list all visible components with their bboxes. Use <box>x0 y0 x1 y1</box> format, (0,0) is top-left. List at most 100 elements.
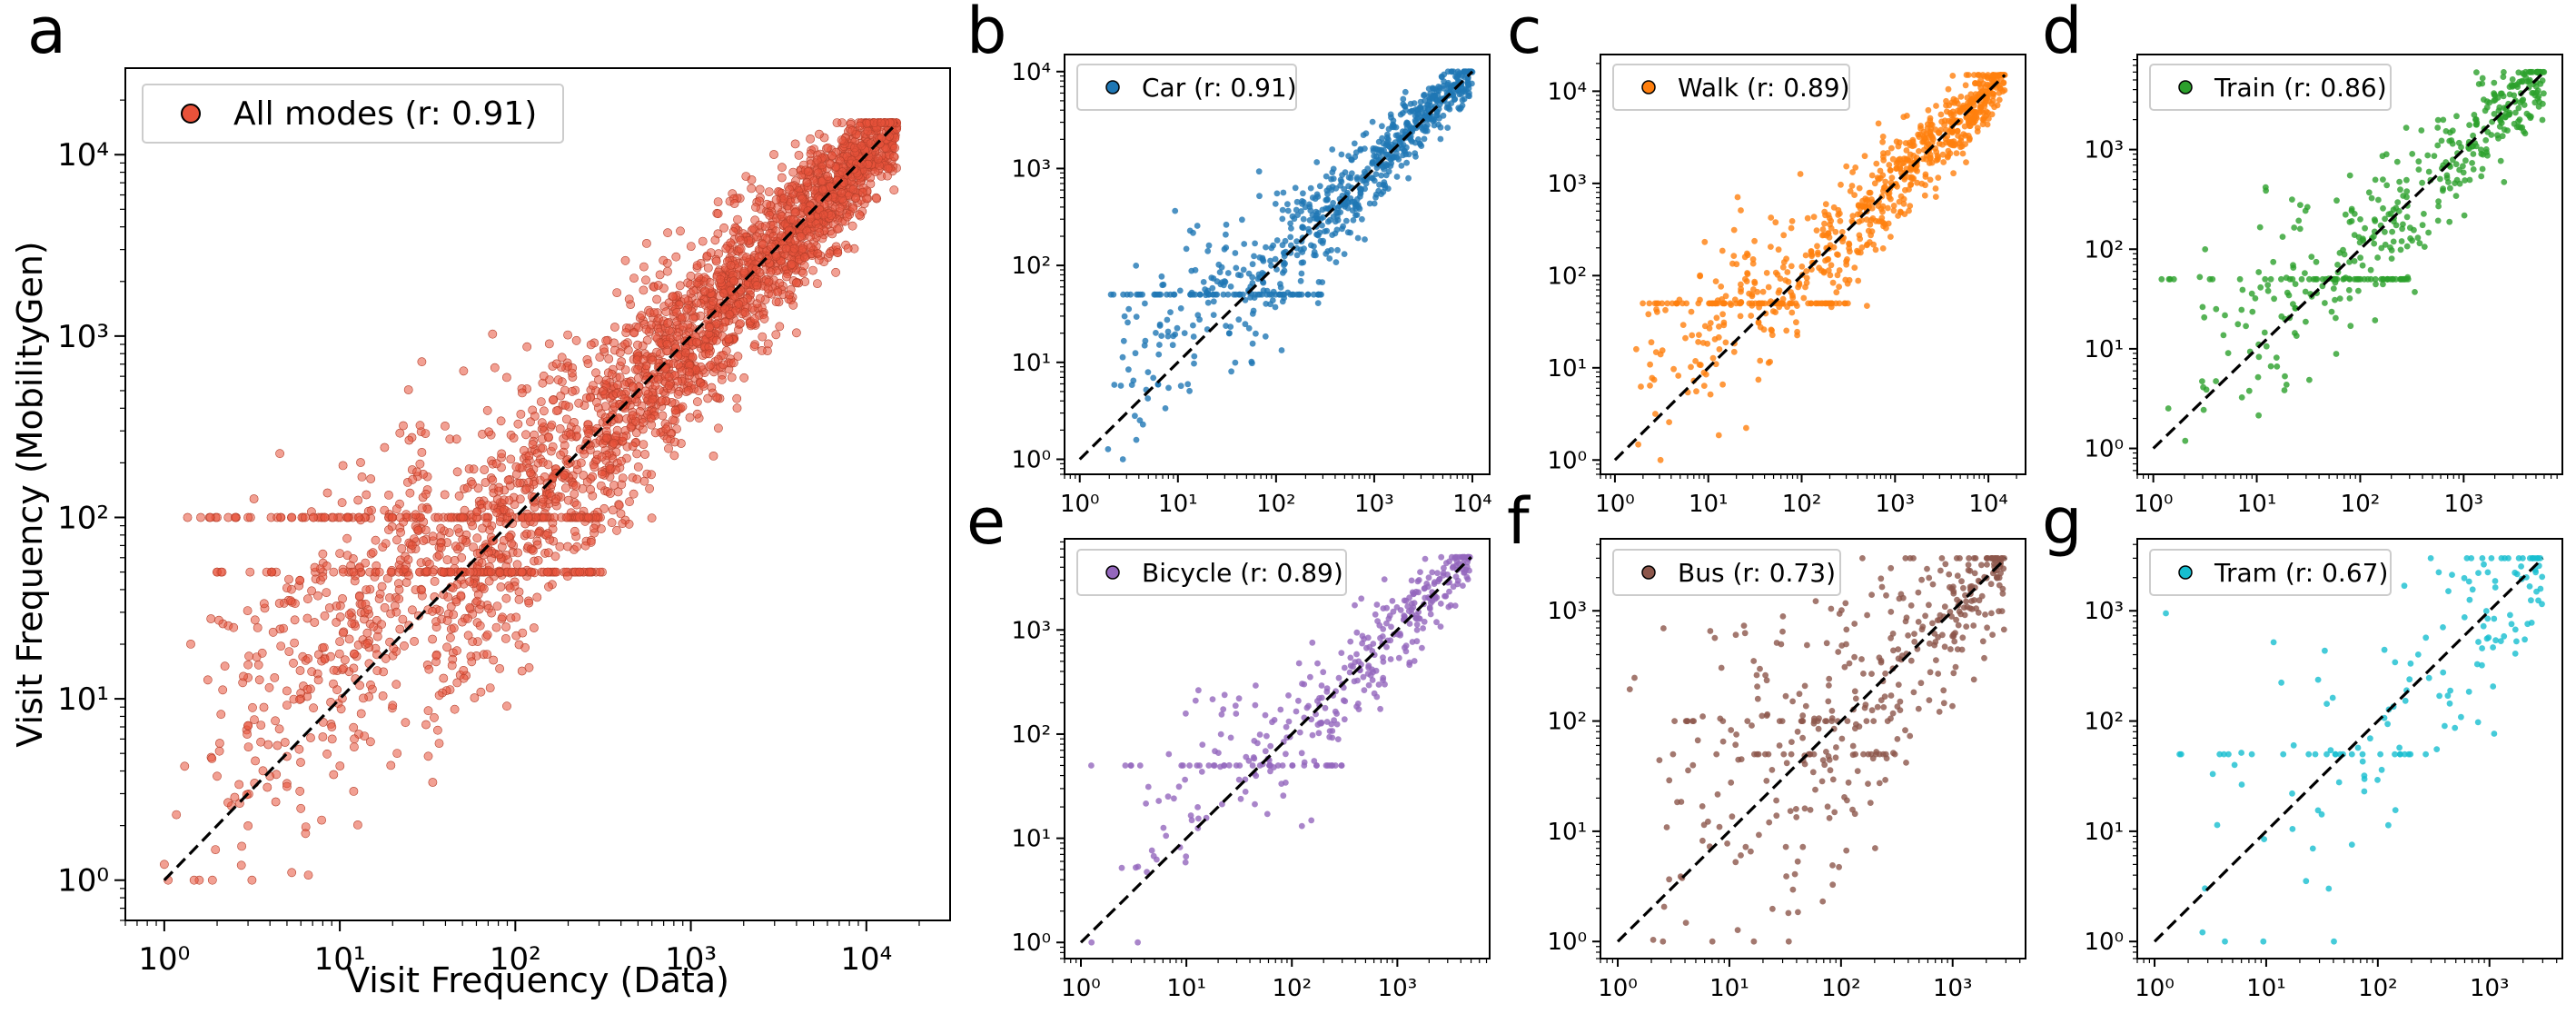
data-point <box>259 702 269 712</box>
data-point <box>1412 154 1419 160</box>
data-point <box>889 185 899 195</box>
data-point <box>1741 254 1749 261</box>
data-point <box>459 673 469 683</box>
data-point <box>1364 165 1372 173</box>
data-point <box>1165 384 1172 392</box>
data-point <box>1738 299 1745 306</box>
data-point <box>641 275 650 285</box>
data-point <box>1701 323 1709 330</box>
data-point <box>1748 313 1755 319</box>
data-point <box>449 610 458 620</box>
data-point <box>1176 287 1184 294</box>
data-point <box>1879 245 1887 252</box>
data-point <box>511 462 521 472</box>
data-point <box>639 262 649 272</box>
data-point <box>203 675 213 685</box>
data-point <box>663 266 672 276</box>
data-point <box>412 467 421 477</box>
data-point <box>711 393 721 402</box>
data-point <box>544 339 554 349</box>
data-point <box>1320 237 1326 244</box>
data-point <box>1194 223 1201 229</box>
data-point <box>1372 191 1380 198</box>
data-point <box>1167 309 1174 315</box>
data-point <box>1284 207 1292 214</box>
data-point <box>1156 321 1164 328</box>
data-point <box>521 430 530 440</box>
data-point <box>282 583 292 592</box>
data-point <box>686 271 696 281</box>
data-point <box>1205 242 1213 249</box>
data-point <box>551 359 561 369</box>
data-point <box>1117 383 1125 389</box>
data-point <box>1645 311 1652 318</box>
data-point <box>675 281 685 291</box>
data-point <box>1974 128 1981 135</box>
data-point <box>601 335 611 345</box>
data-point <box>877 118 886 127</box>
data-point <box>1810 214 1818 221</box>
data-point <box>1751 280 1759 286</box>
data-point <box>377 582 387 592</box>
data-point <box>1917 131 1924 138</box>
data-point <box>1696 332 1702 338</box>
data-point <box>724 334 733 343</box>
data-point <box>1635 441 1641 448</box>
data-point <box>482 405 492 415</box>
data-point <box>1945 153 1952 160</box>
data-point <box>1653 300 1660 307</box>
data-point <box>1744 270 1750 276</box>
data-point <box>716 274 725 284</box>
data-point <box>338 628 348 638</box>
data-point <box>1170 333 1177 340</box>
data-point <box>519 445 529 455</box>
data-point <box>459 366 469 376</box>
data-point <box>431 651 441 661</box>
data-point <box>1347 195 1354 202</box>
data-point <box>676 226 685 236</box>
legend-marker-b <box>1105 80 1120 94</box>
data-point <box>248 702 257 712</box>
data-point <box>538 494 548 504</box>
data-point <box>1647 361 1653 368</box>
data-point <box>646 413 656 423</box>
data-point <box>1376 181 1382 188</box>
data-point <box>342 551 352 561</box>
data-point <box>530 568 540 578</box>
data-point <box>1379 123 1385 130</box>
data-point <box>1949 115 1957 123</box>
data-point <box>632 474 642 484</box>
data-point <box>648 394 658 404</box>
data-point <box>487 608 496 618</box>
data-point <box>1843 258 1849 264</box>
data-point <box>476 687 486 697</box>
data-point <box>239 671 248 681</box>
data-point <box>213 771 222 781</box>
data-point <box>533 556 543 565</box>
data-point <box>1353 174 1361 181</box>
data-point <box>286 596 295 606</box>
data-point <box>633 462 643 472</box>
data-point <box>1949 73 1957 79</box>
data-point <box>561 512 571 522</box>
data-point <box>490 363 500 373</box>
data-point <box>663 318 672 328</box>
data-point <box>329 665 339 675</box>
data-point <box>1870 241 1878 248</box>
data-point <box>1352 205 1360 213</box>
data-point <box>1798 263 1806 270</box>
data-point <box>419 536 428 545</box>
data-point <box>560 401 570 410</box>
data-point <box>2336 295 2343 302</box>
data-point <box>536 397 546 406</box>
data-point <box>1875 120 1882 127</box>
data-point <box>264 682 274 692</box>
data-point <box>620 393 629 403</box>
data-point <box>262 567 272 577</box>
plot-frame-a <box>124 67 951 921</box>
y-tick-label: 10¹ <box>1547 355 1587 383</box>
data-point <box>1224 291 1232 298</box>
data-point <box>1883 224 1889 232</box>
data-point <box>1228 368 1234 375</box>
data-point <box>698 382 708 391</box>
